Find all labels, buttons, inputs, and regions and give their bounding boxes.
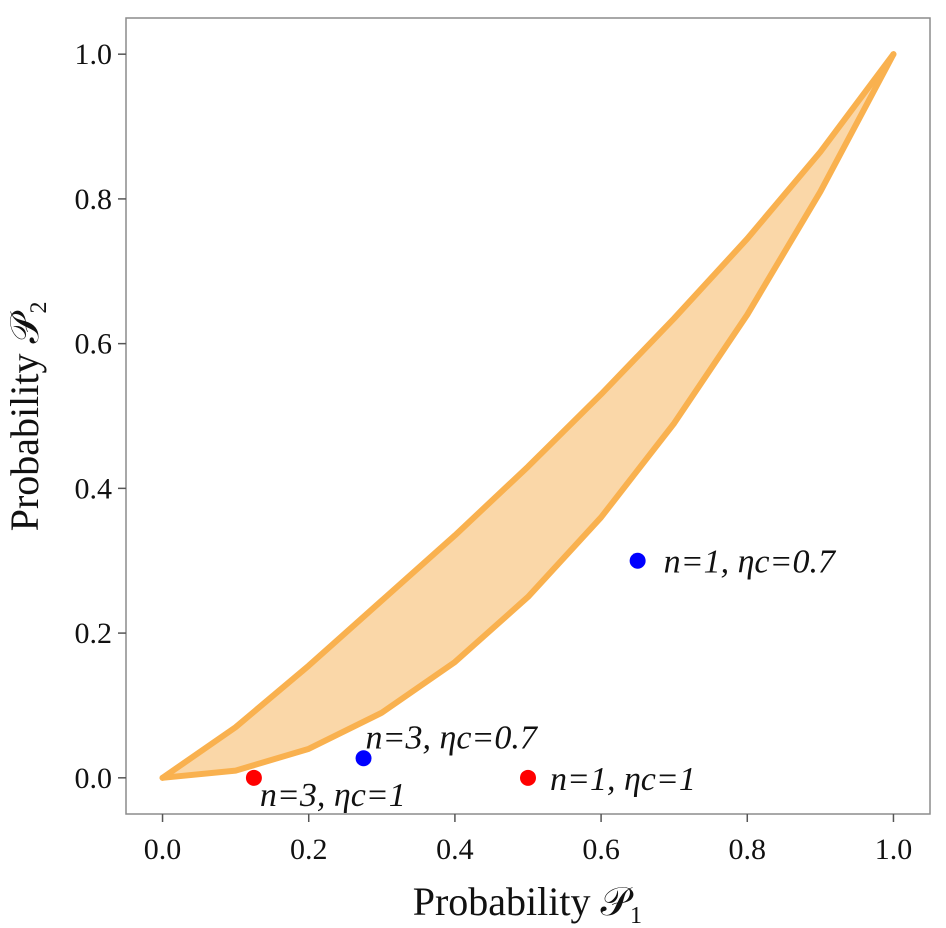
y-tick-label: 0.0	[75, 762, 113, 795]
point-label: n=1, ηc=0.7	[664, 544, 837, 581]
y-tick-label: 0.4	[75, 472, 113, 505]
feasible-region	[159, 51, 897, 781]
upper-boundary-line	[159, 51, 897, 781]
data-point	[245, 769, 262, 786]
x-tick-label: 1.0	[875, 833, 913, 866]
data-point	[520, 769, 536, 786]
x-tick-label: 0.0	[144, 833, 182, 866]
y-tick-label: 1.0	[75, 38, 113, 71]
y-tick-label: 0.6	[75, 328, 113, 361]
x-tick-label: 0.4	[436, 833, 474, 866]
y-tick-label: 0.8	[75, 183, 113, 216]
axes: 0.0 0.2 0.4 0.6 0.8 1.0 0.0 0.2 0.4 0.6 0.8 1.0	[75, 38, 913, 866]
data-point	[629, 552, 646, 569]
point-label: n=3, ηc=1	[260, 777, 406, 814]
x-tick-label: 0.2	[290, 833, 328, 866]
y-axis-title: Probability 𝒫₂	[2, 301, 47, 532]
lower-boundary-line	[159, 51, 897, 781]
y-tick-label: 0.2	[75, 617, 113, 650]
plot-panel	[125, 17, 931, 815]
point-label: n=3, ηc=0.7	[366, 719, 539, 756]
x-axis-title: Probability 𝒫₁	[413, 879, 644, 924]
data-point	[355, 750, 372, 767]
x-tick-label: 0.6	[582, 833, 620, 866]
point-label: n=1, ηc=1	[550, 761, 696, 798]
data-points: n=1, ηc=0.7 n=3, ηc=0.7 n=3, ηc=1 n=1, ηc=1	[245, 544, 837, 814]
x-tick-label: 0.8	[729, 833, 767, 866]
